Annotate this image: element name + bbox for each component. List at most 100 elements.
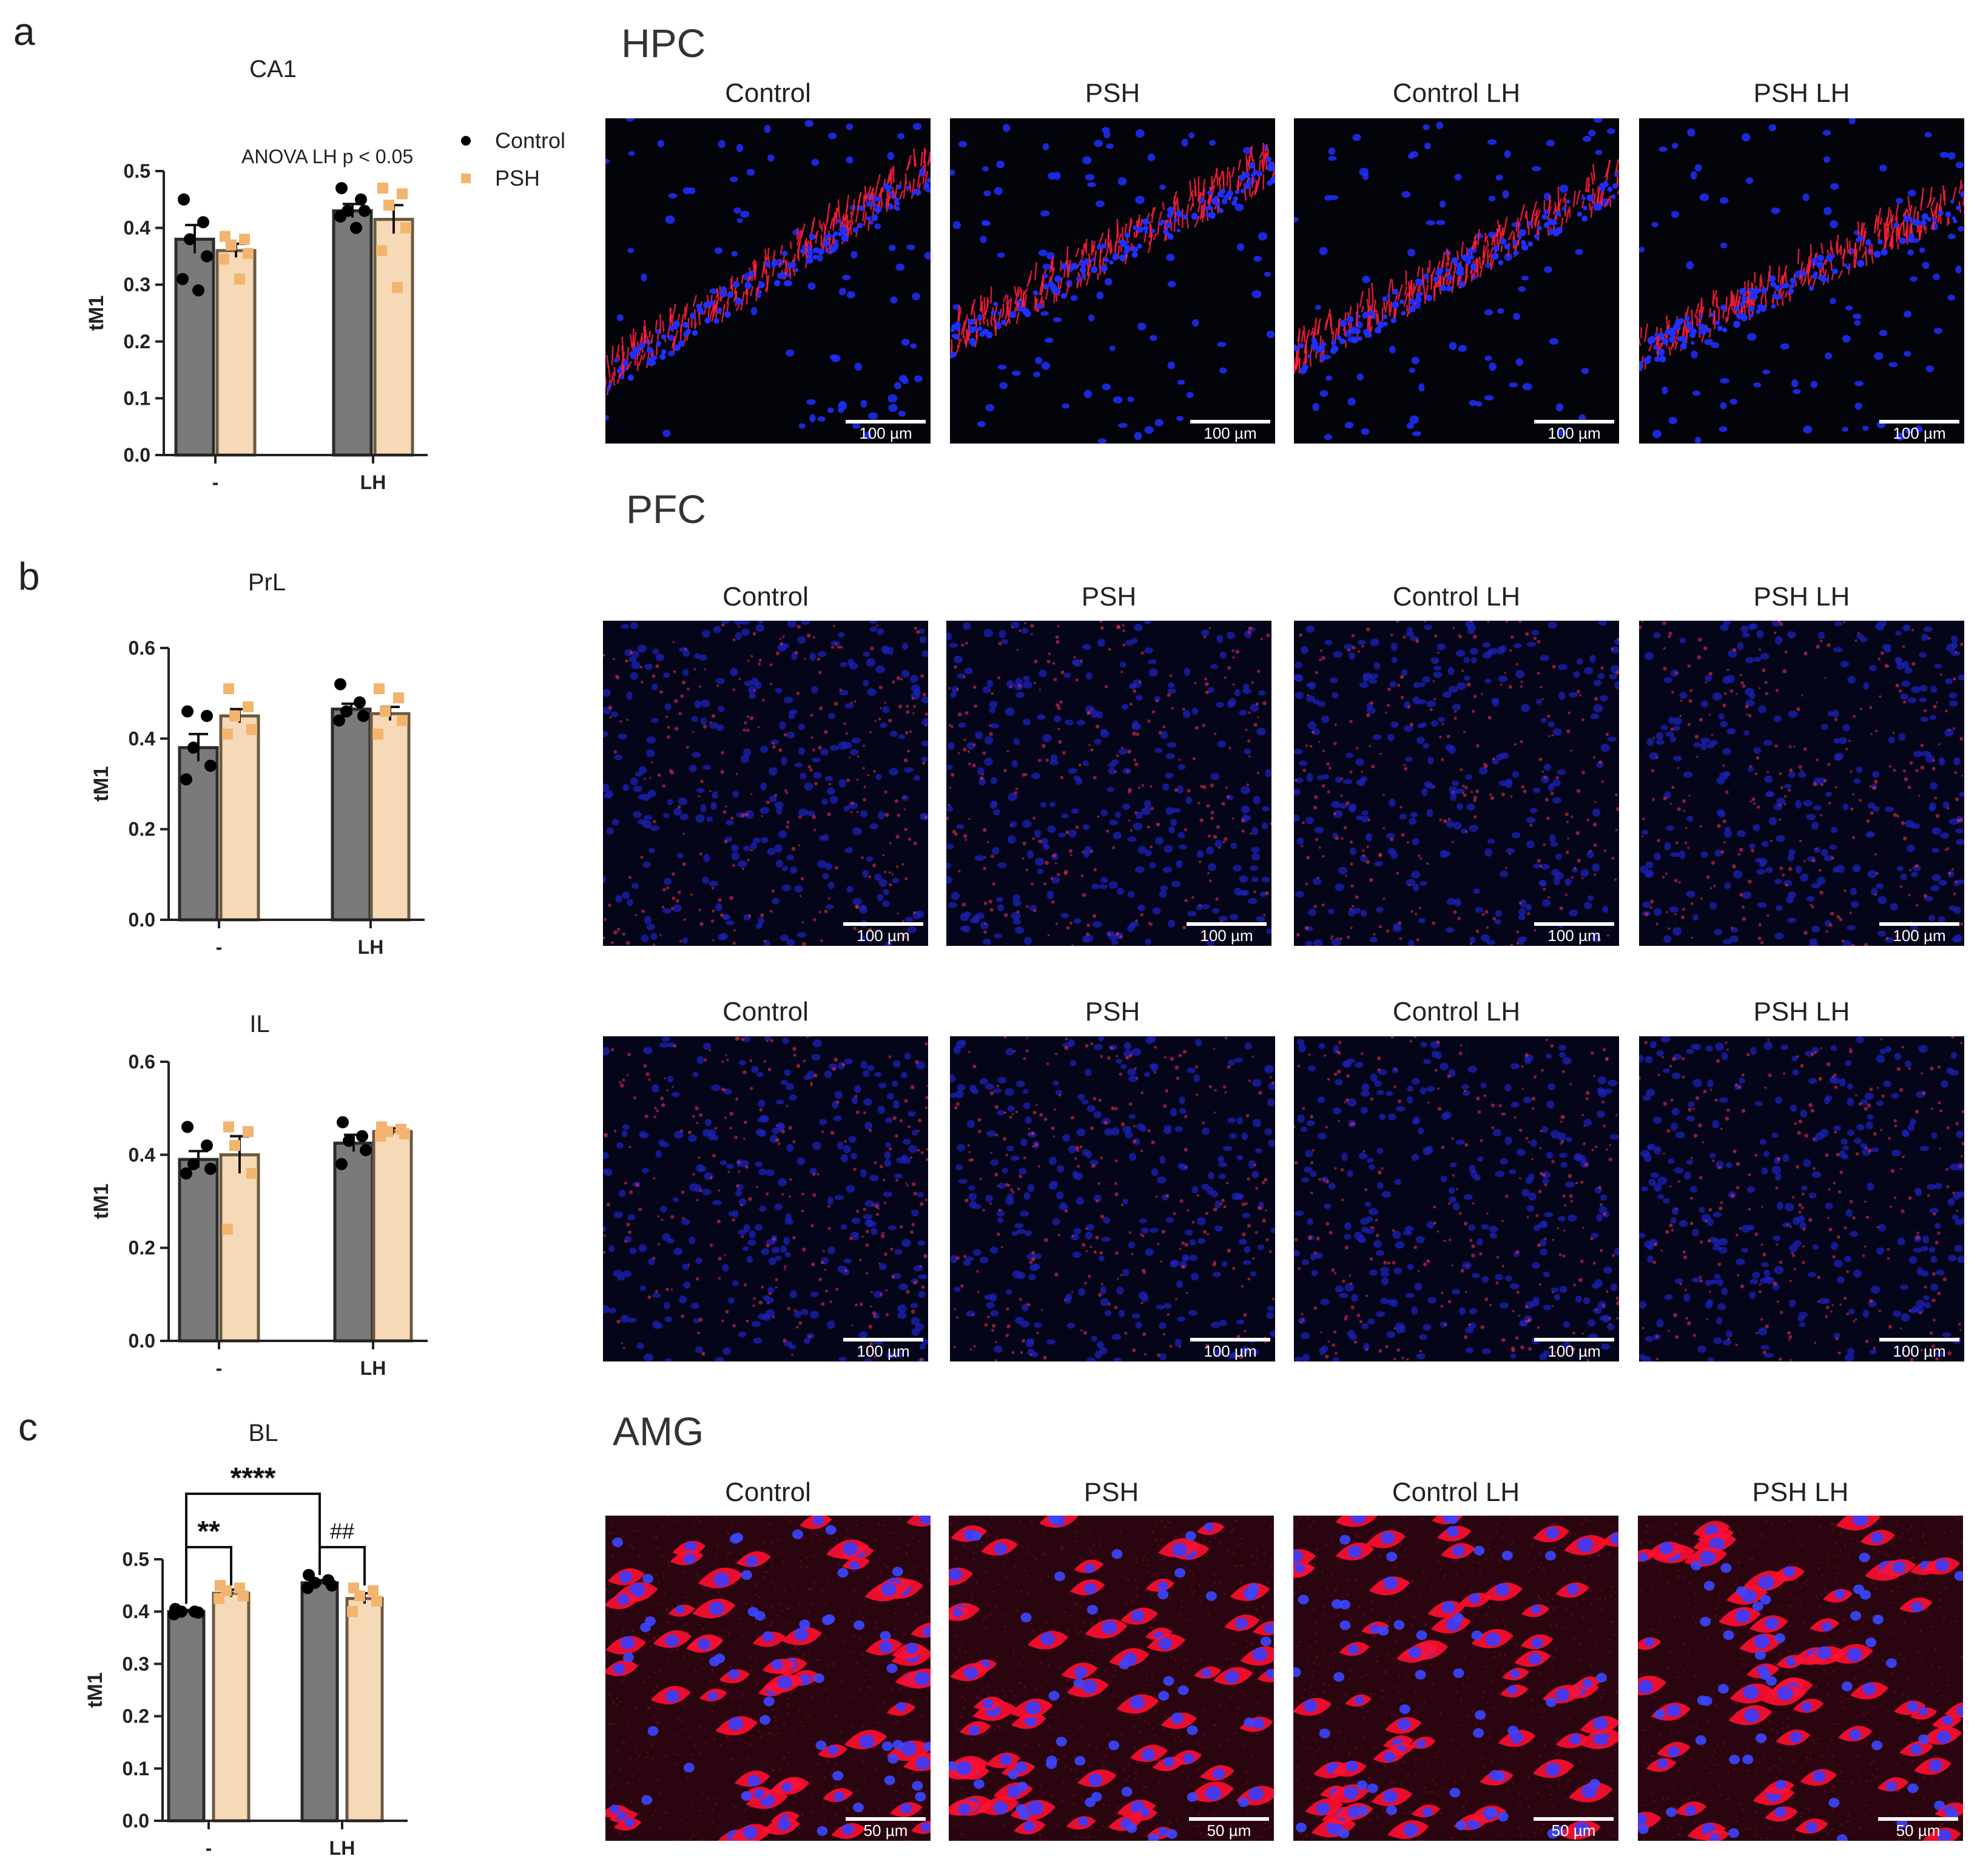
data-point-psh: [223, 1121, 234, 1133]
y-tick-label: 0.0: [124, 444, 150, 466]
data-point-control: [359, 204, 371, 217]
bar-psh-1: [373, 218, 414, 457]
data-point-control: [354, 696, 366, 709]
data-point-psh: [229, 1140, 240, 1151]
data-point-psh: [243, 701, 254, 713]
scale-bar-line: [1190, 1338, 1270, 1341]
scale-bar-label: 100 µm: [857, 1342, 910, 1360]
y-tick-label: 0.0: [129, 1330, 155, 1352]
y-axis-label: tM1: [84, 1672, 107, 1708]
scale-bar-label: 100 µm: [859, 424, 912, 442]
image-label-il-control: Control: [722, 997, 809, 1027]
data-point-psh: [246, 1168, 257, 1179]
data-point-control: [178, 193, 190, 206]
image-label-amg-control-lh: Control LH: [1392, 1477, 1520, 1507]
y-tick-label: 0.4: [124, 217, 151, 239]
y-axis-label: tM1: [90, 766, 113, 802]
bar-control-0: [174, 237, 215, 457]
micrograph-prl-control-lh: 100 µm: [1294, 621, 1619, 946]
micrograph-amg-psh: 50 µm: [949, 1516, 1274, 1841]
data-point-psh: [234, 273, 245, 285]
data-point-psh: [238, 1590, 249, 1602]
data-point-control: [197, 216, 209, 229]
legend-control-label: Control: [495, 128, 566, 153]
data-point-psh: [239, 234, 250, 245]
data-point-control: [181, 705, 194, 718]
scale-bar-label: 50 µm: [1551, 1821, 1596, 1840]
data-point-control: [334, 210, 346, 223]
bar-psh-1: [372, 1130, 413, 1343]
scale-bar-line: [1187, 922, 1267, 926]
scale-bar-label: 50 µm: [1207, 1821, 1251, 1840]
legend-psh-label: PSH: [495, 166, 540, 191]
image-label-hpc-control: Control: [725, 78, 811, 108]
data-point-psh: [218, 254, 229, 265]
data-point-control: [356, 1130, 368, 1142]
y-tick-label: 0.5: [123, 1548, 149, 1570]
bar-control-1: [332, 209, 373, 457]
y-tick-label: 0.1: [124, 387, 150, 409]
data-point-psh: [397, 188, 408, 200]
image-label-amg-control: Control: [725, 1477, 811, 1507]
data-point-psh: [393, 692, 404, 704]
y-axis-label: tM1: [85, 295, 108, 331]
scale-bar: 100 µm: [1879, 1338, 1959, 1359]
y-tick-label: 0.6: [129, 637, 155, 659]
micrograph-hpc-psh-lh: 100 µm: [1639, 118, 1964, 444]
data-point-control: [340, 705, 352, 718]
bar-control-1: [300, 1581, 339, 1823]
micrograph-hpc-control-lh: 100 µm: [1294, 118, 1619, 444]
data-point-psh: [246, 724, 257, 735]
data-point-psh: [223, 683, 234, 695]
scale-bar-label: 100 µm: [1893, 1342, 1946, 1360]
scale-bar-line: [1878, 1817, 1958, 1821]
micrograph-amg-control-lh: 50 µm: [1293, 1516, 1618, 1841]
data-point-psh: [214, 1593, 224, 1604]
scale-bar-line: [1190, 420, 1270, 423]
data-point-psh: [400, 222, 411, 234]
prl-bar-chart: 0.0 0.2 0.4 0.6 - LH tM1: [90, 637, 425, 958]
panel-letter-c: c: [18, 1405, 38, 1449]
scale-bar: 100 µm: [843, 922, 923, 943]
micrograph-il-psh-lh: 100 µm: [1639, 1036, 1964, 1361]
data-point-control: [177, 272, 189, 285]
data-point-control: [187, 1158, 200, 1170]
bar-psh-0: [212, 1591, 251, 1823]
bar-control-1: [331, 707, 372, 922]
y-tick-label: 0.1: [123, 1758, 149, 1780]
x-tick-label: LH: [360, 1357, 386, 1379]
scale-bar-label: 50 µm: [863, 1821, 908, 1840]
y-tick-label: 0.3: [123, 1653, 149, 1675]
il-bar-chart: 0.0 0.2 0.4 0.6 - LH tM1: [90, 1051, 428, 1379]
scale-bar-line: [846, 420, 926, 423]
data-point-psh: [243, 1126, 254, 1137]
image-label-prl-psh: PSH: [1081, 582, 1137, 612]
data-point-control: [168, 1608, 180, 1621]
micrograph-hpc-control: 100 µm: [605, 118, 931, 444]
data-point-control: [301, 1582, 314, 1594]
data-point-psh: [383, 200, 394, 211]
region-title-amg: AMG: [613, 1409, 704, 1454]
chart-title-prl: PrL: [247, 569, 286, 596]
x-tick-label: -: [206, 1837, 212, 1859]
data-point-control: [180, 773, 192, 786]
scale-bar: 100 µm: [1187, 922, 1267, 943]
y-tick-label: 0.0: [123, 1810, 149, 1832]
chart-title-ca1: CA1: [249, 56, 297, 83]
legend-control-marker: [461, 136, 471, 146]
data-point-psh: [368, 1585, 379, 1596]
data-point-control: [360, 1144, 372, 1156]
panel-letter-a: a: [13, 10, 35, 53]
data-point-psh: [376, 245, 387, 257]
image-label-prl-psh-lh: PSH LH: [1753, 582, 1850, 612]
data-point-control: [180, 1167, 192, 1179]
anova-annotation: ANOVA LH p < 0.05: [241, 146, 414, 167]
data-point-psh: [397, 715, 408, 726]
scale-bar-line: [1534, 1338, 1614, 1341]
scale-bar: 100 µm: [1879, 420, 1959, 441]
image-label-il-psh: PSH: [1085, 997, 1140, 1027]
scale-bar: 100 µm: [1190, 420, 1270, 441]
data-point-control: [355, 193, 367, 206]
image-label-amg-psh-lh: PSH LH: [1752, 1477, 1849, 1507]
